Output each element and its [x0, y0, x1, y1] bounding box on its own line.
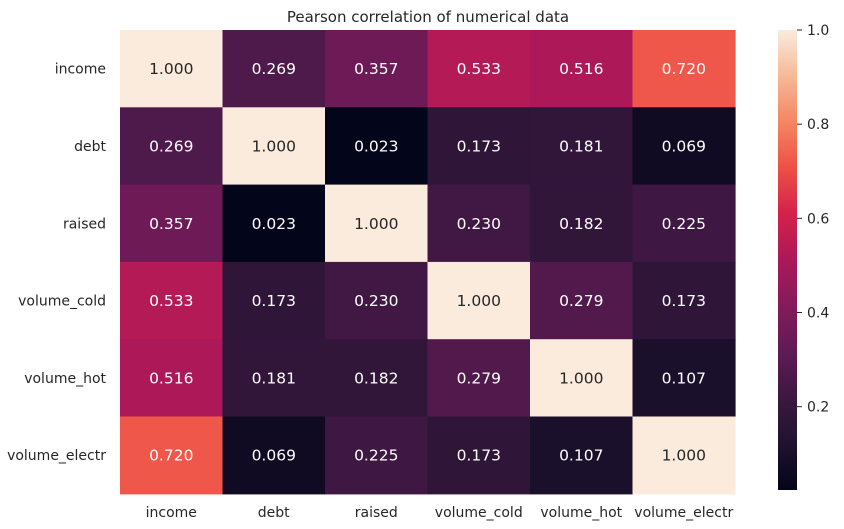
heatmap-cell-value: 0.720 — [662, 60, 706, 78]
heatmap-cell — [427, 107, 531, 186]
heatmap-cell — [222, 339, 326, 418]
heatmap-cell-value: 0.357 — [149, 215, 193, 233]
heatmap-cell-value: 0.173 — [662, 292, 706, 310]
heatmap-cell — [120, 184, 224, 263]
y-tick-label: volume_hot — [24, 371, 106, 387]
heatmap-cell — [530, 184, 634, 263]
heatmap-cell-value: 0.533 — [149, 292, 193, 310]
heatmap-cell — [325, 30, 429, 108]
heatmap-cell — [325, 416, 429, 495]
heatmap-cell — [530, 339, 634, 418]
heatmap-cell-value: 0.069 — [252, 447, 296, 465]
colorbar-gradient — [778, 30, 797, 490]
heatmap-cell — [427, 30, 531, 108]
heatmap-cell — [632, 107, 736, 186]
y-tick-label: debt — [74, 139, 106, 155]
heatmap-cell-value: 1.000 — [559, 369, 603, 387]
heatmap-cell — [530, 107, 634, 186]
chart-title: Pearson correlation of numerical data — [287, 8, 569, 26]
y-tick-label: volume_cold — [18, 294, 106, 310]
colorbar-tick-label: 0.6 — [807, 211, 829, 227]
heatmap-cell — [222, 30, 326, 108]
heatmap-cell — [530, 30, 634, 108]
heatmap-cell — [222, 107, 326, 186]
heatmap-cell-value: 0.516 — [149, 369, 193, 387]
heatmap-cell — [222, 416, 326, 495]
heatmap-cell-value: 0.279 — [559, 292, 603, 310]
heatmap-cell — [632, 416, 736, 495]
x-tick-label: income — [146, 505, 197, 521]
heatmap-cell-value: 0.107 — [559, 447, 603, 465]
colorbar-tick-label: 1.0 — [807, 23, 829, 39]
colorbar-tick-label: 0.2 — [807, 400, 829, 416]
heatmap-cell-value: 0.516 — [559, 60, 603, 78]
x-tick-label: raised — [355, 505, 398, 521]
x-tick-label: volume_cold — [435, 505, 523, 521]
heatmap-cell — [632, 261, 736, 340]
heatmap-cell — [427, 261, 531, 340]
heatmap-cell-value: 1.000 — [252, 137, 296, 155]
heatmap-cell — [120, 107, 224, 186]
heatmap-cell-value: 0.720 — [149, 447, 193, 465]
heatmap-cell-value: 0.230 — [457, 215, 501, 233]
heatmap-cell-value: 0.173 — [252, 292, 296, 310]
x-tick-label: volume_hot — [540, 505, 622, 521]
heatmap-cell-labels: 1.000 0.269 0.357 0.533 0.516 0.720 0.269 1.000… — [149, 60, 706, 465]
heatmap-cell — [325, 184, 429, 263]
heatmap-cell-value: 0.181 — [252, 369, 296, 387]
heatmap-cell-value: 1.000 — [457, 292, 501, 310]
heatmap-cell — [632, 30, 736, 108]
heatmap-cells — [120, 30, 736, 495]
heatmap-cell — [427, 184, 531, 263]
colorbar-tick-label: 0.8 — [807, 117, 829, 133]
heatmap-cell — [325, 107, 429, 186]
colorbar: 0.2 0.4 0.6 0.8 1.0 — [778, 23, 829, 490]
heatmap-cell — [120, 30, 224, 108]
heatmap-cell — [120, 416, 224, 495]
colorbar-tick-labels: 0.2 0.4 0.6 0.8 1.0 — [797, 23, 829, 416]
y-axis-tick-labels: income debt raised volume_cold volume_hotvol… — [7, 62, 106, 464]
heatmap-cell-value: 0.069 — [662, 137, 706, 155]
heatmap-cell-value: 0.357 — [354, 60, 398, 78]
heatmap-cell — [120, 339, 224, 418]
y-tick-label: raised — [63, 216, 106, 232]
heatmap-cell-value: 0.230 — [354, 292, 398, 310]
heatmap-cell-value: 0.107 — [662, 369, 706, 387]
heatmap-cell — [222, 261, 326, 340]
heatmap-cell — [120, 261, 224, 340]
heatmap-cell — [222, 184, 326, 263]
colorbar-tick-label: 0.4 — [807, 306, 829, 322]
heatmap-cell — [530, 416, 634, 495]
heatmap-cell-value: 0.269 — [149, 137, 193, 155]
heatmap-cell-value: 0.023 — [354, 137, 398, 155]
y-tick-label: income — [55, 62, 106, 78]
heatmap-cell — [632, 339, 736, 418]
heatmap-cell — [325, 339, 429, 418]
heatmap-cell-value: 1.000 — [662, 447, 706, 465]
heatmap-cell-value: 0.225 — [662, 215, 706, 233]
heatmap-cell-value: 0.173 — [457, 447, 501, 465]
heatmap-cell — [530, 261, 634, 340]
x-tick-label: volume_electr — [634, 505, 733, 521]
heatmap-cell-value: 1.000 — [149, 60, 193, 78]
heatmap-cell — [325, 261, 429, 340]
heatmap-cell — [427, 416, 531, 495]
heatmap-cell-value: 0.173 — [457, 137, 501, 155]
heatmap-cell-value: 0.182 — [354, 369, 398, 387]
x-tick-label: debt — [258, 505, 290, 521]
heatmap-cell-value: 0.181 — [559, 137, 603, 155]
heatmap-cell-value: 0.182 — [559, 215, 603, 233]
heatmap-cell-value: 0.023 — [252, 215, 296, 233]
heatmap-cell — [632, 184, 736, 263]
x-axis-tick-labels: income debt raised volume_cold volume_hot vol… — [146, 505, 734, 521]
heatmap-cell-value: 0.533 — [457, 60, 501, 78]
y-tick-label: volume_electr — [7, 448, 106, 464]
heatmap-cell — [427, 339, 531, 418]
heatmap-cell-value: 1.000 — [354, 215, 398, 233]
heatmap-cell-value: 0.225 — [354, 447, 398, 465]
heatmap-cell-value: 0.269 — [252, 60, 296, 78]
heatmap-cell-value: 0.279 — [457, 369, 501, 387]
